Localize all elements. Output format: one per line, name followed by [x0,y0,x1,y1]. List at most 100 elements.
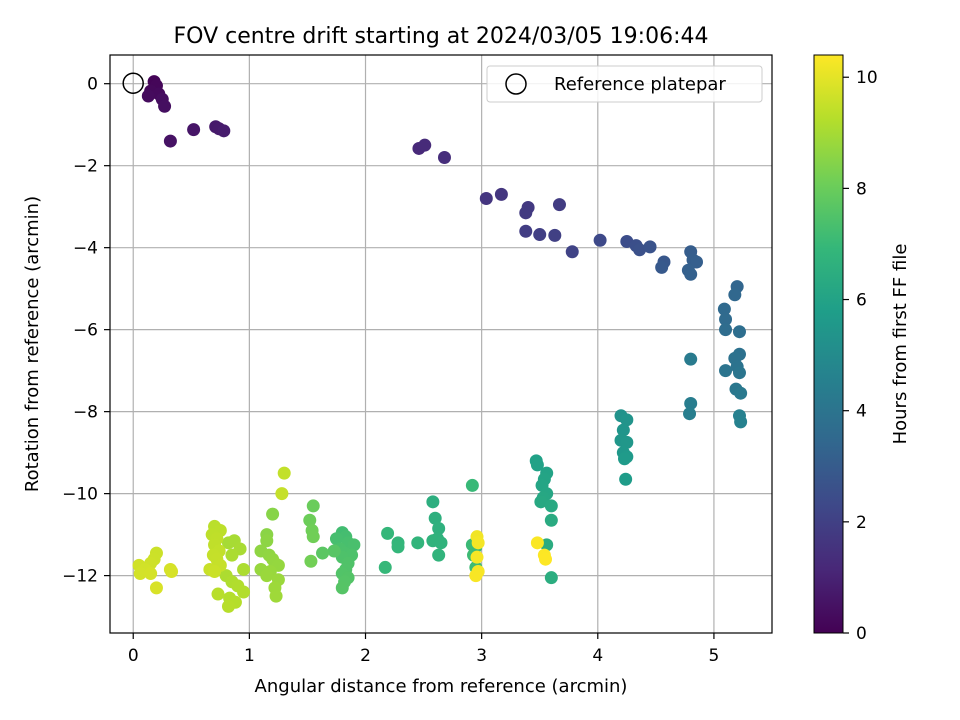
scatter-point [418,138,432,152]
scatter-point [225,548,239,562]
scatter-point [539,552,553,566]
y-tick-label: −2 [73,157,98,177]
scatter-point [684,396,698,410]
scatter-point [719,312,733,326]
reference-platepar-marker [122,72,144,94]
y-axis-ticks: 0 −2 −4 −6 −8 −10 −12 [62,75,110,587]
scatter-point [141,89,155,103]
scatter-point [316,546,330,560]
x-tick-label: 4 [592,646,603,666]
colorbar-tick-label: 6 [856,291,867,311]
scatter-point [519,206,533,220]
scatter-point [260,534,274,548]
scatter-point [208,565,222,579]
scatter-point [552,198,566,212]
legend: Reference platepar [486,65,763,103]
scatter-point [643,240,657,254]
scatter-point [533,228,547,242]
x-tick-label: 1 [244,646,255,666]
scatter-point [329,532,343,546]
x-axis-ticks: 0 1 2 3 4 5 [128,633,719,666]
legend-entry-reference-platepar: Reference platepar [554,74,726,95]
scatter-point [306,499,320,513]
scatter-point [719,323,733,337]
y-tick-label: −10 [62,485,98,505]
colorbar-gradient [813,54,844,634]
plot-frame [109,54,773,634]
scatter-point [237,585,251,599]
scatter-point [544,499,558,513]
scatter-point [494,187,508,201]
scatter-point [620,413,634,427]
scatter-point [133,567,147,581]
x-tick-label: 0 [128,646,139,666]
colorbar-tick-label: 8 [856,179,867,199]
colorbar-tick-label: 10 [856,68,878,88]
scatter-point [734,415,748,429]
scatter-point [158,99,172,113]
scatter-point [465,478,479,492]
scatter-point [734,386,748,400]
scatter-point [304,554,318,568]
colorbar: 0 2 4 6 8 10 Hours from first FF file [813,54,911,644]
x-tick-label: 3 [476,646,487,666]
scatter-point [618,452,632,466]
scatter-point [149,581,163,595]
scatter-point [269,589,283,603]
y-tick-label: 0 [87,75,98,95]
y-tick-label: −8 [73,403,98,423]
colorbar-tick-label: 0 [856,624,867,644]
scatter-point [217,124,231,138]
y-axis-label: Rotation from reference (arcmin) [22,196,43,492]
scatter-point [391,540,405,554]
scatter-point [690,255,704,269]
scatter-point [471,536,485,550]
scatter-point [728,288,742,302]
scatter-point [684,352,698,366]
scatter-point [260,569,274,583]
scatter-point [530,458,544,472]
chart-title: FOV centre drift starting at 2024/03/05 … [174,24,709,49]
scatter-point [303,513,317,527]
scatter-point [411,536,425,550]
scatter-point [275,487,289,501]
scatter-point [732,325,746,339]
y-tick-label: −12 [62,567,98,587]
scatter-point [327,544,341,558]
scatter-point [470,550,484,564]
scatter-point [144,567,158,581]
scatter-point [519,224,533,238]
scatter-point [565,245,579,259]
scatter-point [616,423,630,437]
colorbar-tick-label: 2 [856,513,867,533]
colorbar-ticks: 0 2 4 6 8 10 [843,68,878,644]
scatter-point [347,538,361,552]
scatter-point [432,548,446,562]
scatter-point [437,150,451,164]
scatter-point [544,513,558,527]
scatter-point [683,407,697,421]
scatter-point [335,581,349,595]
scatter-point [548,228,562,242]
grid [110,55,772,633]
scatter-point [593,233,607,247]
scatter-point [434,536,448,550]
scatter-point [717,302,731,316]
scatter-point [266,507,280,521]
scatter-point [732,366,746,380]
scatter-point [432,521,446,535]
scatter-point [381,526,395,540]
scatter-point [163,134,177,148]
scatter-point [620,435,634,449]
colorbar-tick-label: 4 [856,402,867,422]
scatter-point [165,565,179,579]
x-axis-label: Angular distance from reference (arcmin) [255,676,628,697]
scatter-point [655,260,669,274]
scatter-point [544,571,558,585]
scatter-point [426,495,440,509]
scatter-point [633,243,647,257]
scatter-point [530,536,544,550]
scatter-point [684,267,698,281]
